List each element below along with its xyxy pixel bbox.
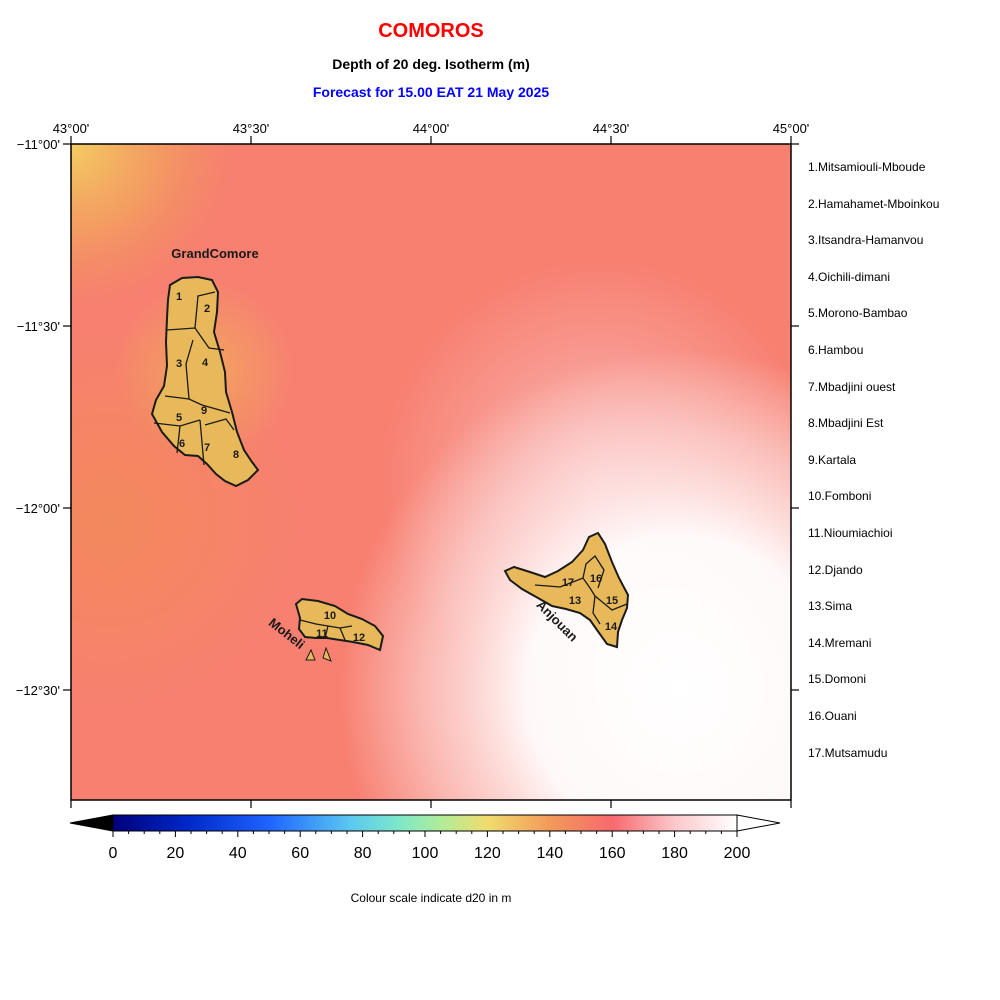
d20-field — [71, 144, 791, 800]
region-number: 13 — [569, 595, 581, 607]
legend-item: 2.Hamahamet-Mboinkou — [808, 196, 940, 211]
region-number: 3 — [176, 358, 182, 370]
colorbar-tick-label: 140 — [536, 845, 563, 862]
island-label-grand-comore: GrandComore — [171, 246, 258, 261]
colorbar-under-arrow — [69, 814, 114, 832]
colorbar-over-arrow — [736, 814, 781, 832]
region-number: 8 — [233, 449, 239, 461]
forecast-time: Forecast for 15.00 EAT 21 May 2025 — [312, 84, 550, 100]
region-number: 4 — [202, 357, 209, 369]
colorbar-caption: Colour scale indicate d20 in m — [350, 891, 512, 905]
map-subtitle: Depth of 20 deg. Isotherm (m) — [332, 56, 530, 72]
colorbar-tick-label: 60 — [291, 845, 309, 862]
region-number: 7 — [204, 442, 210, 454]
axis-ticks — [63, 136, 799, 808]
colorbar-tick-label: 100 — [412, 845, 439, 862]
legend-item: 17.Mutsamudu — [808, 745, 888, 760]
map-title: COMOROS — [378, 20, 484, 42]
legend-item: 8.Mbadjini Est — [808, 416, 884, 431]
legend-item: 12.Djando — [808, 562, 863, 577]
island-moheli: 10 11 12 Moheli — [266, 597, 385, 662]
colorbar-tick-label: 0 — [109, 845, 118, 862]
region-number: 9 — [201, 405, 207, 417]
legend-item: 16.Ouani — [808, 709, 857, 723]
colorbar-tick-label: 200 — [724, 845, 751, 862]
colorbar-tick-label: 180 — [661, 845, 688, 862]
colorbar: 0 20 40 60 80 100 120 140 160 180 200 — [69, 814, 781, 862]
colorbar-tick-label: 20 — [167, 845, 185, 862]
region-number: 2 — [204, 303, 210, 315]
colorbar-tick-label: 120 — [474, 845, 501, 862]
legend-item: 14.Mremani — [808, 635, 872, 650]
region-number: 1 — [176, 291, 182, 303]
legend-item: 5.Morono-Bambao — [808, 306, 908, 321]
lat-label: −12°30' — [16, 683, 60, 698]
legend-item: 6.Hambou — [808, 343, 864, 357]
lon-label: 43°30' — [233, 121, 270, 136]
lon-label: 44°30' — [593, 121, 630, 136]
legend-item: 7.Mbadjini ouest — [808, 379, 896, 394]
region-number: 16 — [590, 573, 602, 585]
legend-item: 4.Oichili-dimani — [808, 269, 891, 284]
region-number: 10 — [324, 610, 336, 622]
legend-item: 15.Domoni — [808, 672, 867, 687]
colorbar-tick-label: 40 — [229, 845, 247, 862]
lon-label: 43°00' — [53, 121, 90, 136]
lon-label: 44°00' — [413, 121, 450, 136]
legend-item: 11.Nioumiachioi — [808, 526, 893, 540]
region-number: 15 — [606, 595, 618, 607]
lon-label: 45°00' — [773, 121, 810, 136]
legend-item: 9.Kartala — [808, 452, 857, 467]
region-number: 11 — [316, 628, 328, 640]
legend-item: 3.Itsandra-Hamanvou — [808, 233, 924, 248]
region-number: 6 — [179, 438, 185, 450]
lat-label: −11°00' — [17, 137, 60, 152]
lat-label: −12°00' — [16, 501, 60, 516]
region-number: 17 — [562, 577, 574, 589]
legend-item: 1.Mitsamiouli-Mboude — [808, 160, 926, 174]
legend-item: 10.Fomboni — [808, 489, 872, 504]
legend-item: 13.Sima — [808, 599, 853, 614]
island-grand-comore: 1 2 3 4 5 6 7 8 9 GrandComore — [150, 246, 260, 488]
region-number: 12 — [353, 632, 365, 644]
colorbar-tick-label: 80 — [354, 845, 372, 862]
region-number: 5 — [176, 412, 182, 424]
region-number: 14 — [605, 621, 618, 633]
colorbar-ramp — [112, 814, 738, 832]
lat-label: −11°30' — [17, 319, 60, 334]
colorbar-tick-label: 160 — [599, 845, 626, 862]
